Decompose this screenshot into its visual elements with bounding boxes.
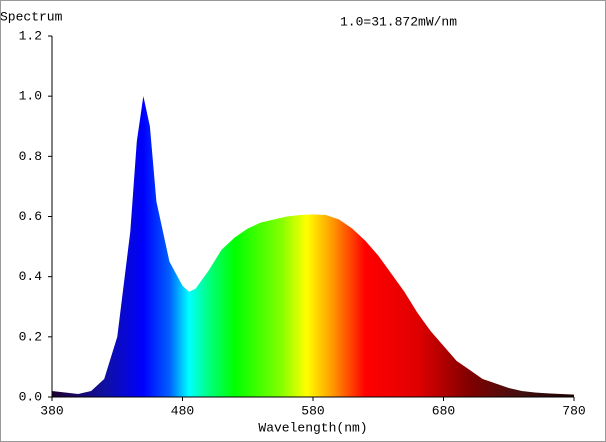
spectrum-area [52,96,574,398]
x-tick-label: 680 [432,403,455,418]
y-tick-label: 0.0 [19,389,42,404]
y-tick-label: 0.6 [19,209,42,224]
x-axis-label: Wavelength(nm) [258,420,367,435]
chart-title: Spectrum [0,9,63,24]
annotation: 1.0=31.872mW/nm [340,14,457,29]
y-tick-label: 0.4 [19,269,43,284]
x-tick-label: 580 [301,403,324,418]
x-tick-label: 480 [171,403,194,418]
x-tick-label: 380 [40,403,63,418]
y-tick-label: 0.8 [19,149,42,164]
y-tick-label: 1.2 [19,28,42,43]
y-tick-label: 0.2 [19,329,42,344]
y-tick-label: 1.0 [19,89,42,104]
x-tick-label: 780 [562,403,585,418]
